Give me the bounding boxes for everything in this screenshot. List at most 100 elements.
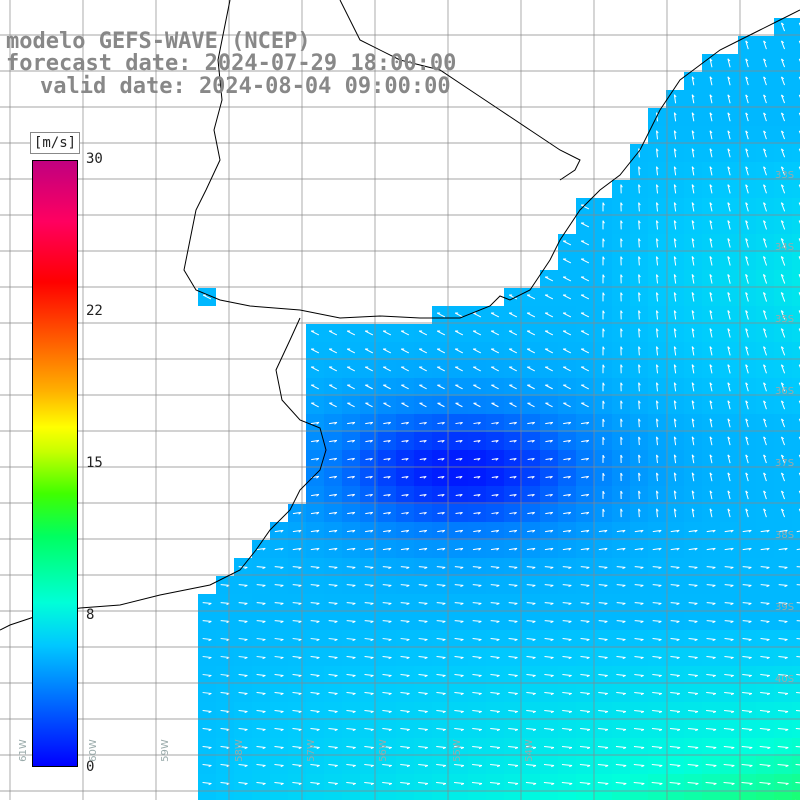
- wind-arrow-head: [712, 602, 716, 606]
- wind-arrow: [745, 454, 749, 464]
- wind-arrow-head: [459, 458, 463, 461]
- wind-arrow: [670, 674, 680, 676]
- wind-arrow: [580, 547, 590, 551]
- wind-arrow: [364, 656, 374, 658]
- wind-arrow-head: [727, 400, 731, 404]
- wind-arrow-head: [280, 584, 284, 588]
- wind-cell: [792, 162, 800, 180]
- wind-arrow-head: [496, 656, 500, 660]
- wind-arrow: [706, 638, 716, 640]
- wind-arrow: [691, 274, 695, 284]
- wind-arrow-head: [730, 711, 735, 714]
- wind-arrow-head: [602, 364, 605, 368]
- wind-arrow: [527, 421, 535, 425]
- wind-arrow: [673, 292, 677, 302]
- wind-arrow-head: [586, 693, 590, 696]
- wind-arrow: [383, 529, 391, 533]
- wind-arrow: [455, 476, 463, 478]
- wind-arrow: [292, 584, 302, 586]
- wind-arrow: [509, 529, 517, 533]
- wind-arrow-head: [673, 256, 677, 260]
- wind-arrow: [328, 566, 338, 568]
- wind-arrow: [365, 529, 373, 533]
- wind-arrow-head: [244, 692, 248, 696]
- wind-arrow-head: [798, 274, 800, 276]
- wind-arrow-head: [441, 422, 445, 425]
- colorbar: [32, 160, 78, 767]
- wind-arrow: [256, 692, 266, 694]
- wind-arrow: [673, 454, 677, 464]
- wind-arrow: [490, 602, 500, 604]
- wind-arrow-head: [532, 566, 536, 570]
- wind-arrow: [615, 745, 627, 749]
- wind-arrow: [795, 727, 800, 730]
- wind-arrow: [670, 566, 680, 568]
- wind-arrow: [454, 656, 464, 658]
- wind-arrow-head: [745, 220, 749, 224]
- wind-arrow: [436, 656, 446, 658]
- wind-arrow-head: [623, 783, 627, 786]
- wind-arrow: [616, 674, 626, 676]
- wind-arrow-head: [497, 783, 501, 786]
- wind-arrow: [562, 330, 572, 336]
- wind-arrow-head: [496, 547, 500, 551]
- wind-arrow-head: [549, 476, 553, 479]
- wind-arrow: [581, 384, 589, 390]
- wind-arrow: [364, 728, 374, 730]
- wind-arrow: [634, 547, 644, 551]
- wind-arrow-head: [532, 620, 536, 624]
- wind-cell: [792, 486, 800, 504]
- wind-arrow: [691, 490, 695, 500]
- wind-cell: [792, 522, 800, 540]
- wind-arrow: [365, 402, 373, 408]
- wind-cell: [288, 792, 306, 800]
- wind-arrow: [580, 258, 590, 264]
- wind-arrow: [202, 764, 212, 766]
- wind-arrow-head: [586, 440, 590, 443]
- wind-arrow: [472, 674, 482, 676]
- wind-arrow-head: [709, 328, 713, 332]
- wind-arrow-head: [424, 711, 428, 714]
- wind-arrow: [580, 566, 590, 568]
- wind-arrow: [544, 348, 554, 354]
- wind-arrow-head: [620, 418, 623, 422]
- wind-arrow-head: [638, 364, 641, 368]
- wind-arrow: [238, 782, 248, 784]
- wind-arrow-head: [370, 783, 374, 786]
- wind-arrow-head: [622, 620, 626, 624]
- wind-arrow-head: [334, 494, 338, 497]
- wind-arrow-head: [208, 638, 212, 642]
- wind-arrow: [780, 76, 786, 86]
- wind-arrow: [652, 566, 662, 568]
- wind-arrow-head: [460, 584, 464, 588]
- wind-arrow-head: [478, 783, 483, 786]
- wind-arrow: [418, 547, 428, 551]
- wind-arrow: [634, 656, 644, 658]
- wind-arrow: [382, 566, 392, 568]
- wind-arrow-head: [748, 675, 752, 678]
- wind-arrow-head: [568, 693, 572, 696]
- wind-arrow: [544, 710, 554, 712]
- wind-arrow: [490, 764, 500, 766]
- wind-arrow: [673, 184, 677, 194]
- wind-cell: [720, 792, 738, 800]
- wind-arrow-head: [766, 584, 770, 588]
- wind-arrow-head: [766, 638, 770, 642]
- wind-arrow: [777, 727, 789, 731]
- wind-arrow-head: [550, 566, 554, 570]
- wind-arrow-head: [514, 602, 518, 606]
- wind-arrow-head: [550, 529, 554, 533]
- wind-arrow: [545, 475, 553, 479]
- wind-arrow-head: [640, 656, 644, 660]
- wind-arrow-head: [298, 529, 302, 533]
- wind-arrow: [292, 547, 302, 551]
- wind-cell: [792, 450, 800, 468]
- wind-arrow: [364, 602, 374, 604]
- wind-arrow-head: [352, 728, 356, 732]
- wind-arrow: [490, 348, 500, 354]
- wind-arrow: [795, 781, 800, 784]
- wind-arrow: [418, 728, 428, 730]
- wind-arrow-head: [763, 508, 767, 512]
- wind-arrow-head: [586, 602, 590, 606]
- wind-arrow: [365, 493, 373, 497]
